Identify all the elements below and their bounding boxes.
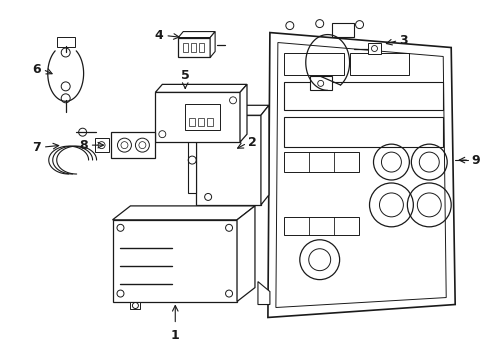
Bar	[189, 118, 195, 126]
Bar	[178, 37, 210, 58]
Polygon shape	[188, 127, 196, 193]
Text: 2: 2	[247, 136, 256, 149]
Bar	[94, 138, 108, 152]
Bar	[199, 42, 203, 53]
Bar	[155, 92, 240, 142]
Bar	[283, 54, 343, 75]
Bar	[112, 220, 237, 302]
Bar	[283, 152, 358, 172]
Bar	[196, 115, 261, 205]
Bar	[57, 37, 75, 46]
Bar	[367, 42, 381, 54]
Polygon shape	[112, 206, 254, 220]
Bar	[283, 217, 358, 235]
Text: 3: 3	[399, 34, 407, 47]
Polygon shape	[258, 282, 269, 305]
Polygon shape	[196, 105, 268, 115]
Text: 4: 4	[154, 29, 163, 42]
Text: 8: 8	[79, 139, 87, 152]
Text: 6: 6	[32, 63, 41, 76]
Bar	[198, 118, 203, 126]
Bar	[183, 42, 188, 53]
Bar	[309, 76, 331, 90]
Bar	[331, 23, 353, 37]
Polygon shape	[155, 84, 246, 92]
Bar	[110, 132, 155, 158]
Polygon shape	[178, 32, 215, 37]
Polygon shape	[240, 84, 246, 142]
Polygon shape	[210, 32, 215, 58]
Polygon shape	[237, 206, 254, 302]
Bar	[349, 54, 408, 75]
Bar	[283, 117, 442, 147]
Bar	[185, 104, 220, 130]
Bar	[283, 82, 442, 110]
Text: 5: 5	[181, 69, 189, 82]
Text: 7: 7	[32, 141, 41, 154]
Polygon shape	[261, 105, 268, 205]
Text: 9: 9	[470, 154, 479, 167]
Polygon shape	[130, 302, 140, 310]
Text: 1: 1	[170, 329, 179, 342]
Bar	[191, 42, 196, 53]
Bar	[207, 118, 213, 126]
Polygon shape	[267, 32, 454, 318]
